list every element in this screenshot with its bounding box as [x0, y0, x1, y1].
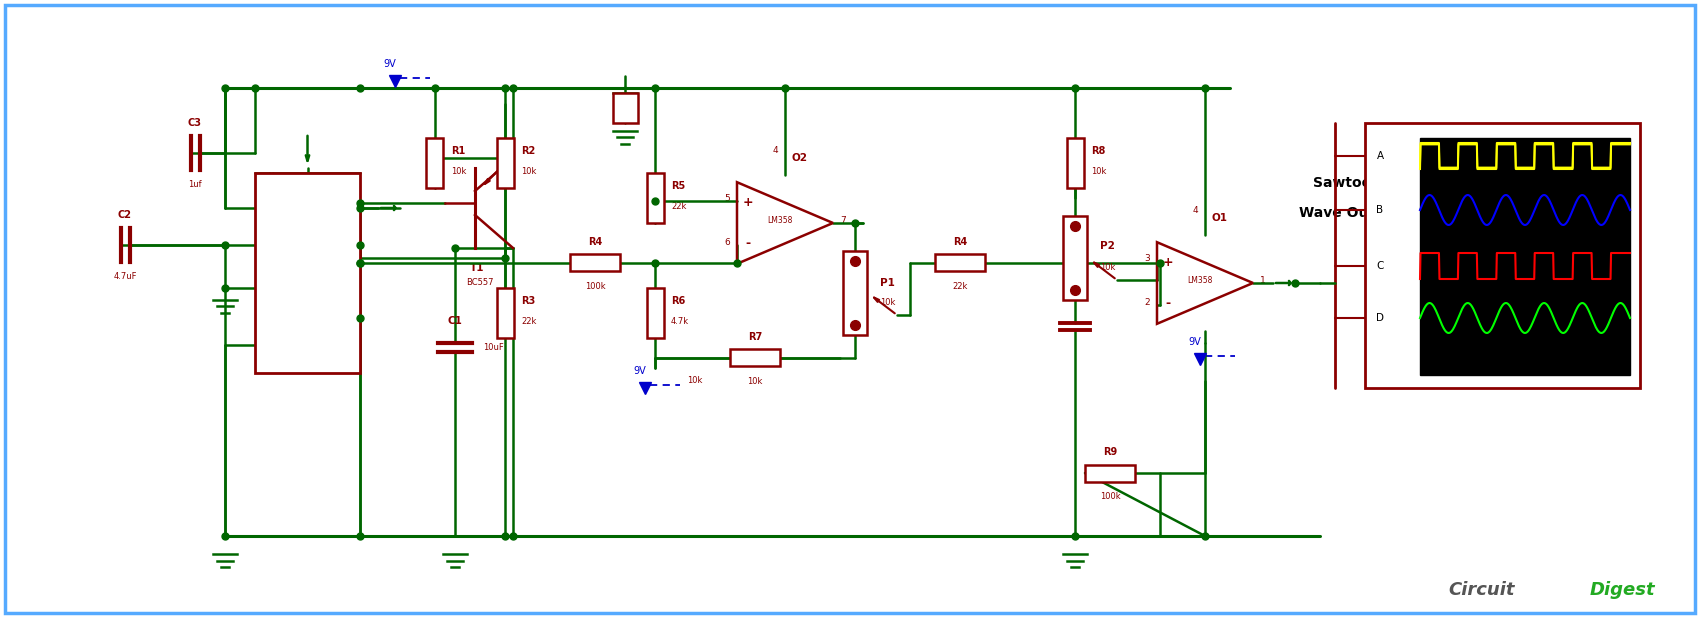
- Text: BC557: BC557: [466, 278, 493, 287]
- Text: Q: Q: [347, 190, 354, 200]
- Text: 7: 7: [347, 240, 354, 250]
- Bar: [1420, 138, 1630, 375]
- Text: C3: C3: [189, 118, 202, 128]
- Text: 6: 6: [724, 237, 729, 247]
- Text: C: C: [1377, 261, 1384, 271]
- Text: 4: 4: [1192, 206, 1198, 215]
- Text: 4: 4: [772, 146, 779, 155]
- Text: R1: R1: [450, 146, 466, 156]
- Text: 22k: 22k: [672, 203, 687, 211]
- Text: 100k: 100k: [585, 282, 605, 291]
- Text: VCC: VCC: [299, 253, 316, 261]
- Bar: [614, 93, 638, 123]
- Text: 6: 6: [347, 313, 354, 323]
- Text: 7: 7: [840, 216, 845, 225]
- Text: 10k: 10k: [1100, 263, 1115, 273]
- Text: 2: 2: [262, 284, 267, 292]
- Text: 100k: 100k: [1100, 492, 1120, 501]
- Text: 3: 3: [347, 203, 354, 213]
- Text: -: -: [745, 237, 751, 250]
- Text: 22k: 22k: [520, 318, 537, 326]
- Bar: [646, 288, 663, 338]
- Text: Digest: Digest: [1590, 581, 1656, 599]
- Text: O2: O2: [792, 153, 808, 163]
- Text: Sawtooth: Sawtooth: [1312, 176, 1387, 190]
- Bar: [496, 138, 513, 188]
- Text: 22k: 22k: [952, 282, 967, 291]
- Bar: [496, 288, 513, 338]
- Text: 10k: 10k: [520, 167, 537, 177]
- Text: 3: 3: [1144, 255, 1149, 263]
- Text: 50%: 50%: [1064, 255, 1071, 271]
- Text: 50%: 50%: [845, 290, 852, 306]
- Bar: [1365, 123, 1640, 388]
- Text: B: B: [1377, 205, 1384, 215]
- Text: U1: U1: [299, 218, 316, 228]
- Text: P2: P2: [1100, 241, 1115, 251]
- Text: 9V: 9V: [384, 59, 396, 69]
- Bar: [255, 173, 360, 373]
- Text: R7: R7: [748, 332, 762, 342]
- Text: 555: 555: [298, 353, 316, 363]
- Text: 9V: 9V: [634, 366, 646, 376]
- Text: 4.7k: 4.7k: [672, 318, 688, 326]
- Bar: [427, 138, 444, 188]
- Bar: [843, 251, 867, 335]
- Bar: [570, 255, 620, 271]
- Text: TH: TH: [343, 302, 354, 308]
- Bar: [646, 173, 663, 223]
- Text: 1: 1: [262, 341, 267, 350]
- Text: 5: 5: [724, 195, 729, 203]
- Text: CV: CV: [262, 228, 272, 234]
- Text: Trigger Pulse: Trigger Pulse: [1367, 206, 1377, 284]
- Text: R6: R6: [672, 296, 685, 306]
- Text: DC: DC: [343, 229, 354, 234]
- Text: TR: TR: [262, 272, 270, 278]
- Text: DC: DC: [301, 279, 314, 287]
- Text: R2: R2: [520, 146, 536, 156]
- Text: +: +: [1163, 256, 1173, 269]
- Bar: [1062, 216, 1086, 300]
- Text: R5: R5: [672, 181, 685, 191]
- Text: 9V: 9V: [1188, 337, 1202, 347]
- Text: GND: GND: [262, 328, 277, 334]
- Text: Wave Output: Wave Output: [1299, 206, 1401, 220]
- Text: 10k: 10k: [748, 377, 763, 386]
- Text: ∞: ∞: [267, 170, 275, 180]
- Text: Circuit: Circuit: [1448, 581, 1515, 599]
- Text: +: +: [743, 197, 753, 210]
- Text: -: -: [1166, 297, 1171, 310]
- Text: 10k: 10k: [881, 298, 896, 308]
- Text: C1: C1: [447, 316, 462, 326]
- Text: 10k: 10k: [1091, 167, 1107, 177]
- Text: R4: R4: [588, 237, 602, 247]
- Text: LM358: LM358: [767, 216, 792, 226]
- Text: R3: R3: [520, 296, 536, 306]
- Text: R: R: [262, 190, 267, 200]
- Text: LM358: LM358: [1187, 276, 1212, 286]
- Bar: [1066, 138, 1083, 188]
- Text: C2: C2: [117, 210, 133, 220]
- Text: 1uf: 1uf: [189, 180, 202, 189]
- Text: 10uF: 10uF: [483, 344, 503, 352]
- Text: P1: P1: [881, 278, 894, 288]
- Text: R4: R4: [954, 237, 967, 247]
- Text: 4.7uF: 4.7uF: [114, 272, 136, 281]
- Text: 5: 5: [262, 240, 267, 250]
- Text: 2: 2: [1144, 298, 1149, 307]
- Text: R9: R9: [1103, 447, 1117, 457]
- Text: T1: T1: [469, 263, 484, 273]
- Text: 4: 4: [262, 203, 267, 213]
- Text: 10k: 10k: [450, 167, 466, 177]
- Text: 1: 1: [1260, 276, 1266, 285]
- Bar: [935, 255, 984, 271]
- Text: R8: R8: [1091, 146, 1105, 156]
- Bar: [1420, 138, 1630, 375]
- Text: D: D: [1375, 313, 1384, 323]
- Text: A: A: [1377, 151, 1384, 161]
- Bar: [729, 350, 780, 366]
- Bar: [1085, 465, 1136, 481]
- Text: O1: O1: [1212, 213, 1227, 223]
- Text: 10k: 10k: [687, 376, 702, 385]
